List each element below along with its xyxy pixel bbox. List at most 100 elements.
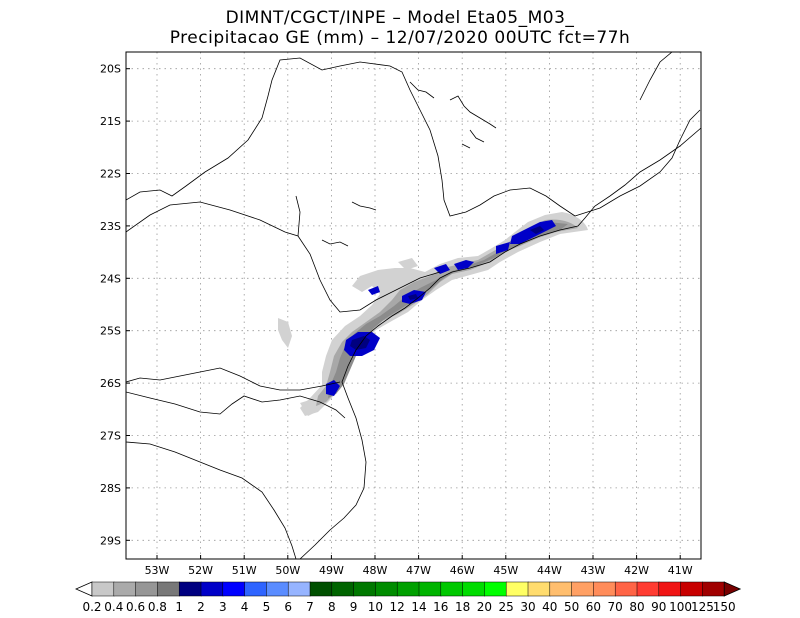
colorbar-swatch bbox=[91, 581, 115, 597]
colorbar-swatch bbox=[135, 581, 159, 597]
lon-label: 41W bbox=[668, 564, 693, 577]
graticule bbox=[126, 52, 701, 559]
lat-label: 24S bbox=[100, 272, 121, 285]
colorbar-label: 150 bbox=[713, 600, 736, 614]
colorbar-arrow-high bbox=[723, 581, 742, 597]
state-border-ms-sp bbox=[295, 195, 301, 237]
colorbar-label: 18 bbox=[455, 600, 470, 614]
colorbar-swatch bbox=[702, 581, 725, 597]
colorbar-label: 0.4 bbox=[104, 600, 123, 614]
colorbar-swatch bbox=[549, 581, 573, 597]
map-frame bbox=[125, 51, 702, 560]
lat-label: 27S bbox=[100, 430, 121, 443]
colorbar-label: 80 bbox=[629, 600, 644, 614]
reservoir-3 bbox=[409, 81, 435, 99]
lat-label: 23S bbox=[100, 220, 121, 233]
precip-light-patch bbox=[278, 318, 292, 348]
colorbar-label: 0.6 bbox=[126, 600, 145, 614]
precip-blue-core bbox=[516, 232, 526, 240]
colorbar-label: 25 bbox=[499, 600, 514, 614]
boundaries bbox=[126, 52, 701, 559]
colorbar-swatch bbox=[331, 581, 355, 597]
reservoir-2 bbox=[321, 239, 349, 247]
lon-label: 48W bbox=[363, 564, 388, 577]
colorbar-label: 5 bbox=[263, 600, 271, 614]
colorbar-swatch bbox=[287, 581, 311, 597]
inland-lake bbox=[449, 95, 497, 149]
colorbar-swatch bbox=[418, 581, 442, 597]
lon-label: 50W bbox=[275, 564, 300, 577]
lon-label: 47W bbox=[406, 564, 431, 577]
colorbar-swatch bbox=[222, 581, 246, 597]
colorbar-label: 90 bbox=[651, 600, 666, 614]
precip-mid-area bbox=[316, 219, 578, 406]
colorbar-swatch bbox=[484, 581, 507, 597]
title-line-2: Precipitacao GE (mm) – 12/07/2020 00UTC … bbox=[169, 28, 631, 48]
lat-label: 28S bbox=[100, 482, 121, 495]
colorbar-swatch bbox=[309, 581, 333, 597]
state-border-pr-sp bbox=[126, 201, 441, 313]
colorbar-swatch bbox=[244, 581, 268, 597]
colorbar-swatch bbox=[353, 581, 377, 597]
lon-label: 46W bbox=[450, 564, 475, 577]
lat-label: 25S bbox=[100, 325, 121, 338]
lon-label: 53W bbox=[145, 564, 170, 577]
colorbar-label: 100 bbox=[669, 600, 692, 614]
colorbar-label: 8 bbox=[328, 600, 336, 614]
colorbar-swatch bbox=[462, 581, 486, 597]
colorbar-label: 0.8 bbox=[148, 600, 167, 614]
colorbar-label: 60 bbox=[586, 600, 601, 614]
precip-blue-core bbox=[454, 260, 474, 270]
colorbar-label: 20 bbox=[477, 600, 492, 614]
colorbar-arrow-low bbox=[75, 581, 93, 597]
reservoir-1 bbox=[351, 201, 377, 211]
state-border-mg-sp bbox=[126, 57, 576, 217]
colorbar-swatch bbox=[505, 581, 529, 597]
colorbar-label: 16 bbox=[433, 600, 448, 614]
precip-navy-core bbox=[350, 336, 370, 350]
colorbar-labels: 0.2 0.4 0.6 0.8 1 2 3 4 5 6 7 8 9 10 12 14 16 18 20 25 30 40 5… bbox=[82, 600, 735, 614]
colorbar-label: 40 bbox=[542, 600, 557, 614]
colorbar-label: 3 bbox=[219, 600, 227, 614]
colorbar-swatch bbox=[658, 581, 682, 597]
precip-blue-core bbox=[434, 264, 450, 274]
lat-label: 22S bbox=[100, 168, 121, 181]
colorbar-swatch bbox=[396, 581, 420, 597]
lon-label: 42W bbox=[624, 564, 649, 577]
colorbar-label: 12 bbox=[390, 600, 405, 614]
state-border-pr-sc bbox=[126, 367, 341, 391]
colorbar-label: 125 bbox=[691, 600, 714, 614]
colorbar-swatch bbox=[178, 581, 202, 597]
colorbar-swatch bbox=[266, 581, 289, 597]
longitude-labels: 53W 52W 51W 50W 49W 48W 47W 46W 45W 44W 43W 42W 41W bbox=[145, 555, 693, 577]
lat-label: 20S bbox=[100, 63, 121, 76]
colorbar-swatch bbox=[527, 581, 551, 597]
latitude-labels: 20S 21S 22S 23S 24S 25S 26S 27S 28S 29S bbox=[100, 63, 130, 547]
precip-navy-core bbox=[530, 226, 544, 234]
colorbar-swatch bbox=[636, 581, 660, 597]
colorbar-swatch bbox=[440, 581, 464, 597]
colorbar-swatch bbox=[614, 581, 638, 597]
lon-label: 44W bbox=[537, 564, 562, 577]
lon-label: 49W bbox=[319, 564, 344, 577]
title-line-1: DIMNT/CGCT/INPE – Model Eta05_M03_ bbox=[225, 8, 575, 28]
colorbar-label: 10 bbox=[368, 600, 383, 614]
colorbar-label: 9 bbox=[350, 600, 358, 614]
lat-label: 21S bbox=[100, 115, 121, 128]
lat-label: 26S bbox=[100, 377, 121, 390]
colorbar-swatch bbox=[375, 581, 398, 597]
lon-label: 45W bbox=[493, 564, 518, 577]
lon-label: 43W bbox=[581, 564, 606, 577]
lon-label: 51W bbox=[232, 564, 257, 577]
colorbar-label: 70 bbox=[608, 600, 623, 614]
lon-label: 52W bbox=[188, 564, 213, 577]
colorbar-label: 50 bbox=[564, 600, 579, 614]
colorbar-label: 14 bbox=[411, 600, 426, 614]
precip-blue-core bbox=[368, 286, 380, 295]
country-border-west bbox=[126, 441, 297, 559]
precip-light-patch bbox=[300, 398, 320, 416]
colorbar-label: 2 bbox=[197, 600, 205, 614]
colorbar-label: 30 bbox=[520, 600, 535, 614]
colorbar-label: 4 bbox=[241, 600, 249, 614]
